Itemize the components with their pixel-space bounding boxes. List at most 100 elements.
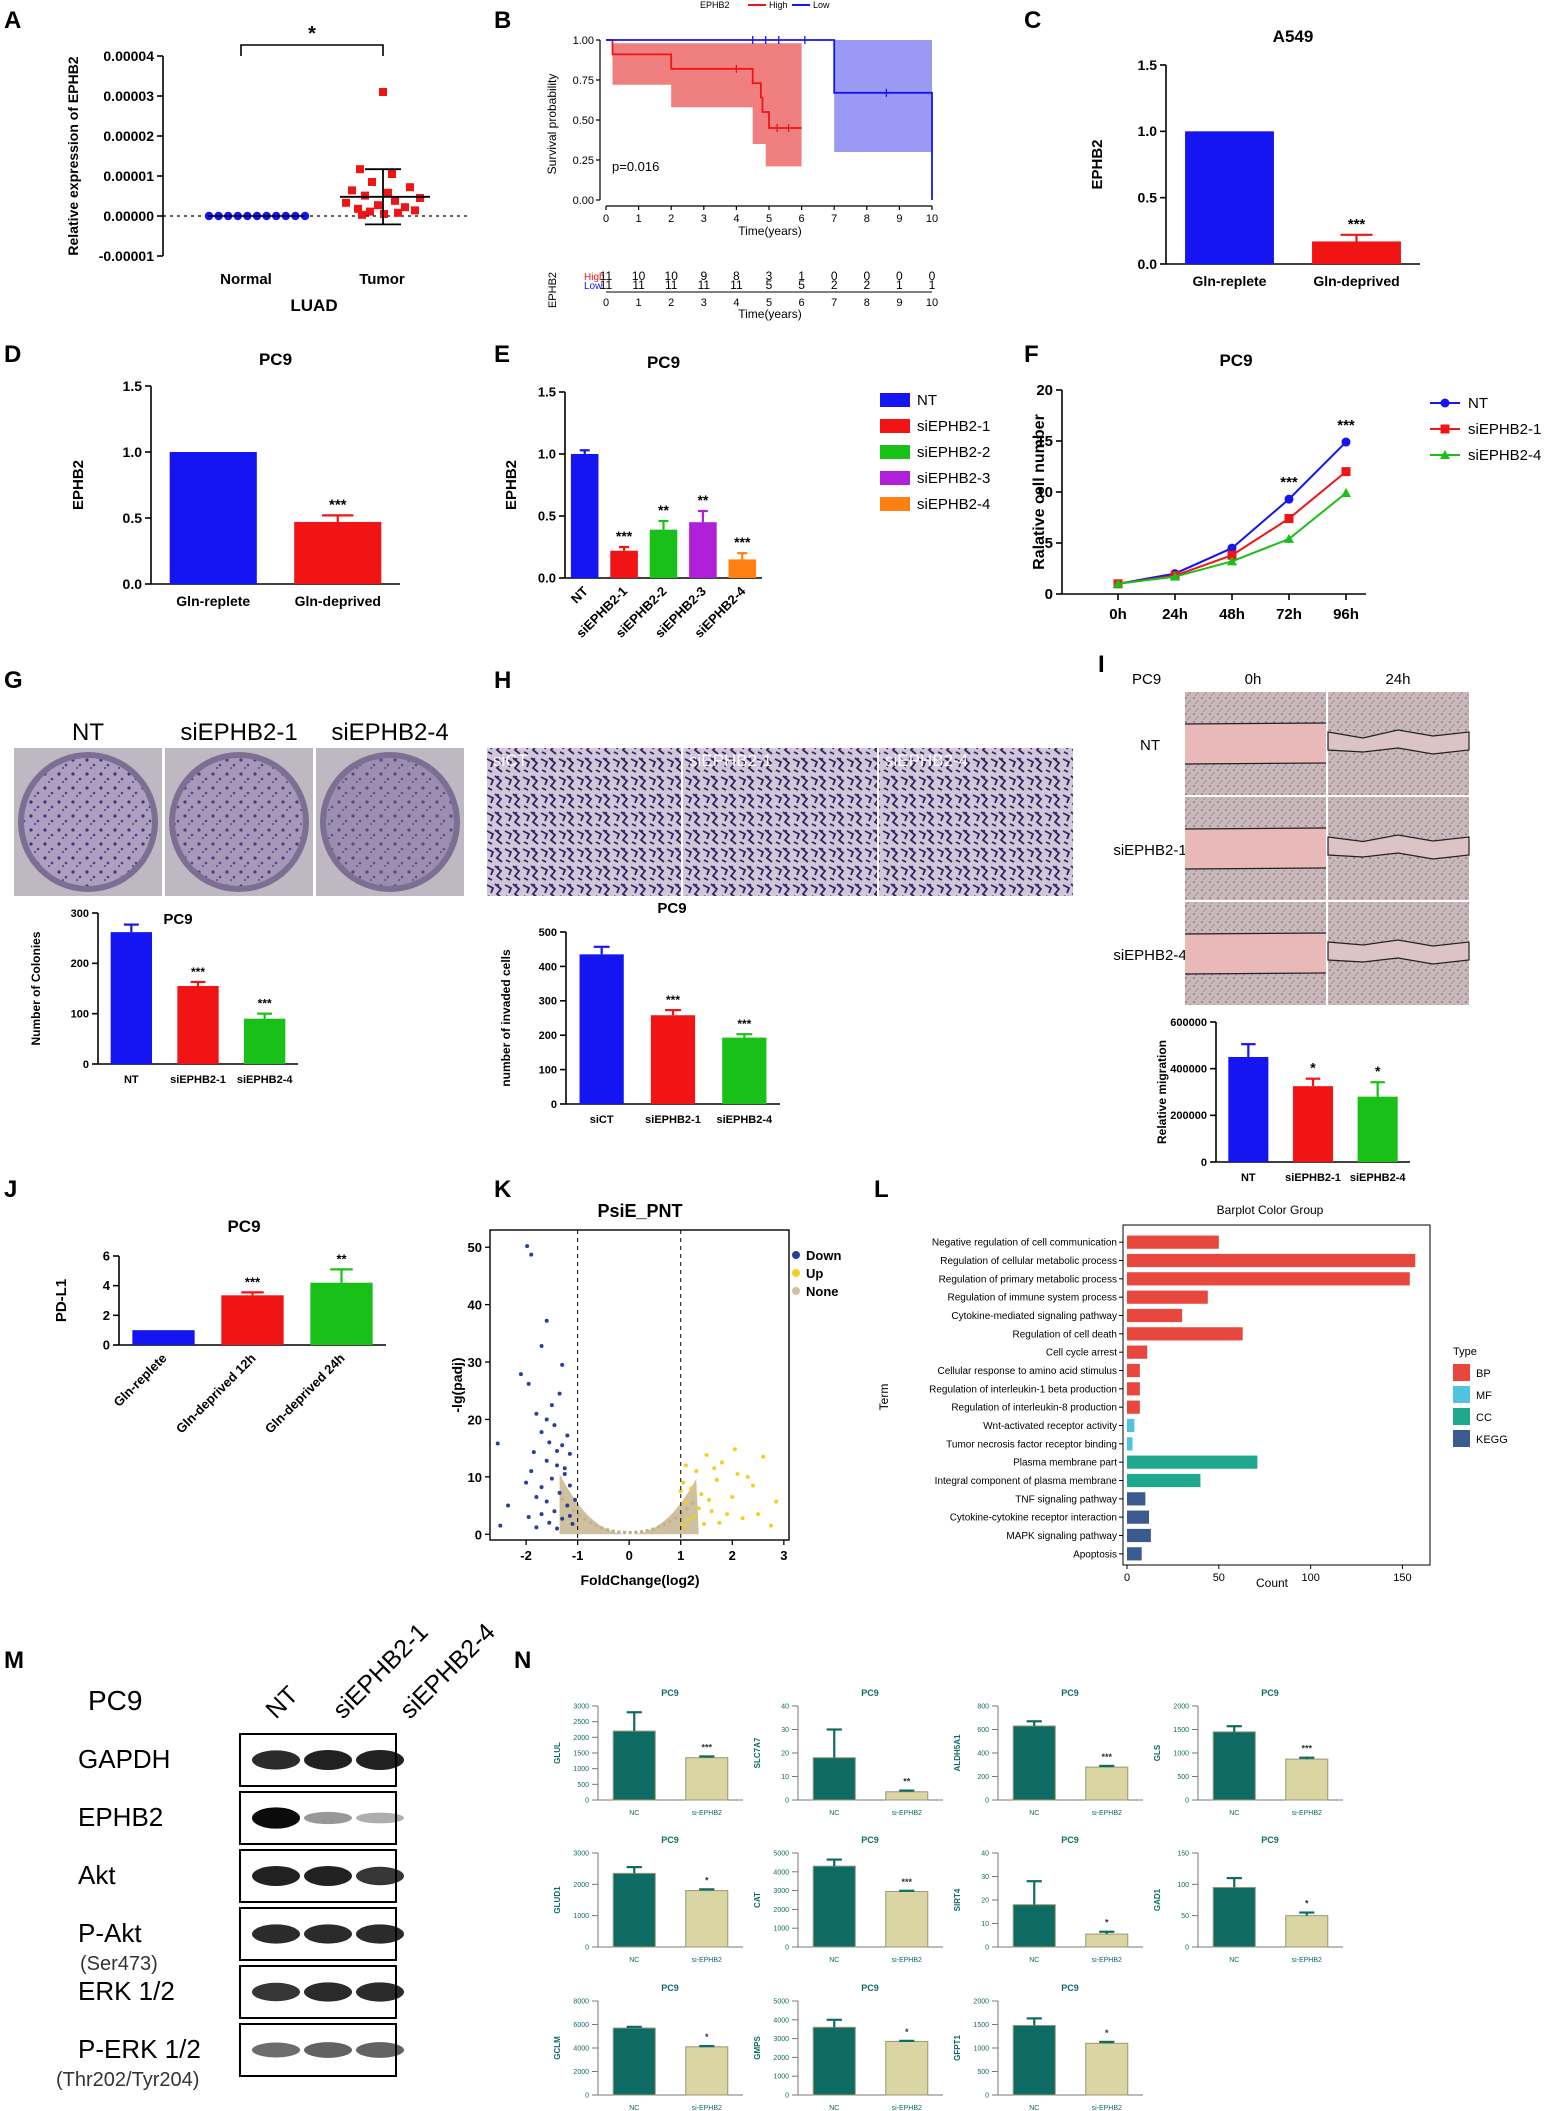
data-point — [1284, 494, 1294, 504]
x-tick-label: siCT — [590, 1114, 614, 1126]
bar — [1228, 1057, 1269, 1162]
up-point — [681, 1480, 686, 1485]
x-tick-label: Normal — [220, 271, 272, 288]
y-tick-label: 8000 — [573, 1998, 589, 2005]
significance-label: * — [705, 2032, 709, 2042]
down-point — [557, 1391, 562, 1396]
risk-count: 0 — [929, 269, 936, 283]
significance-label: *** — [245, 1274, 261, 1289]
risk-count: 5 — [798, 278, 805, 292]
y-tick-label: 1000 — [973, 2045, 989, 2052]
protein-band — [356, 2042, 404, 2058]
x-tick-label: Gln-deprived — [295, 593, 381, 609]
down-point — [524, 1480, 529, 1485]
bar — [610, 550, 638, 578]
data-point — [1113, 578, 1123, 588]
row-label: NT — [1140, 737, 1160, 754]
legend-label: Down — [806, 1248, 841, 1263]
blot-label: EPHB2 — [78, 1802, 163, 1832]
risk-count: 0 — [896, 269, 903, 283]
legend-label: siEPHB2-4 — [1468, 447, 1541, 464]
term-label: Cell cycle arrest — [1046, 1348, 1117, 1359]
x-axis-label: Time(years) — [738, 224, 802, 238]
panel-letter: I — [1098, 651, 1105, 678]
blot-label: P-Akt — [78, 1918, 142, 1948]
bar — [812, 2026, 856, 2096]
down-point — [560, 1443, 565, 1448]
y-tick-label: 1.0 — [538, 447, 556, 462]
blot-sublabel: (Ser473) — [80, 1953, 158, 1975]
y-tick-label: 300 — [71, 908, 89, 920]
down-point — [557, 1490, 562, 1495]
x-tick-label: -2 — [520, 1548, 532, 1563]
image-label: siEPHB2-1 — [689, 751, 772, 770]
y-tick-label: 3000 — [773, 2036, 789, 2043]
n-subchart: 0 500 1000 1500 2000 NC * si-EPHB2 GFPT1 PC9 — [953, 1983, 1143, 2111]
x-tick-label: 50 — [1213, 1572, 1225, 1584]
y-tick-label: 40 — [981, 1850, 989, 1857]
down-point — [539, 1512, 544, 1517]
down-point — [531, 1450, 536, 1455]
bar — [1127, 1400, 1140, 1414]
significance-label: *** — [1337, 417, 1355, 434]
x-tick-label: NC — [1229, 1810, 1239, 1817]
x-tick-label: 10 — [926, 213, 938, 225]
n-subchart: 0 200 400 600 800 NC *** si-EPHB2 ALDH5A1 PC9 — [953, 1688, 1143, 1817]
x-tick-label: 8 — [864, 213, 870, 225]
none-point — [679, 1511, 684, 1516]
up-point — [707, 1497, 712, 1502]
down-point — [544, 1417, 549, 1422]
legend-swatch — [1453, 1408, 1470, 1425]
y-tick-label: 40 — [468, 1298, 482, 1313]
legend-marker — [1440, 424, 1450, 434]
panel-n: N050010001500200025003000NC***si-EPHB2GL… — [514, 1647, 1343, 2111]
panel-c: C 0.0 0.5 1.0 1.5 Gln-replete *** Gln-deprived E… — [1024, 7, 1420, 289]
data-point — [1227, 550, 1237, 560]
up-point — [686, 1517, 691, 1522]
down-point — [539, 1485, 544, 1490]
y-tick-label: 2000 — [973, 1998, 989, 2005]
bar — [1085, 1766, 1129, 1801]
risk-x-tick-label: 2 — [668, 297, 674, 309]
n-subchart: 0 1000 2000 3000 NC * si-EPHB2 GLUD1 PC9 — [553, 1835, 743, 1964]
x-tick-label: NC — [629, 2105, 639, 2111]
x-tick-label: si-EPHB2 — [892, 1810, 922, 1817]
x-tick-label: 2 — [729, 1548, 736, 1563]
low-survival-curve — [606, 39, 933, 200]
n-subchart: 0 2000 4000 6000 8000 NC * si-EPHB2 GCLM PC9 — [553, 1983, 743, 2111]
y-tick-label: 0.5 — [1138, 190, 1158, 206]
none-point — [668, 1519, 672, 1524]
none-point — [662, 1522, 667, 1527]
down-point — [567, 1451, 572, 1456]
y-tick-label: 2000 — [573, 1735, 589, 1742]
y-tick-label: 3000 — [573, 1850, 589, 1857]
y-tick-label: 500 — [977, 2069, 989, 2076]
tumor-point — [358, 210, 366, 219]
y-tick-label: 500 — [539, 927, 557, 939]
scratch-gap — [1185, 934, 1326, 974]
significance-label: * — [1305, 1899, 1309, 1909]
y-tick-label: 0.5 — [123, 510, 143, 526]
legend-swatch — [1453, 1386, 1470, 1403]
x-tick-label: NC — [629, 1957, 639, 1964]
risk-x-tick-label: 10 — [926, 297, 938, 309]
bar — [685, 1757, 729, 1801]
significance-label: ** — [658, 502, 669, 518]
y-tick-label: 2000 — [573, 2069, 589, 2076]
y-tick-label: -0.00001 — [99, 248, 154, 264]
bar — [1012, 1904, 1056, 1948]
y-axis-label: Relative expression of EPHB2 — [65, 56, 81, 255]
down-point — [547, 1520, 552, 1525]
none-points-cloud — [559, 1473, 699, 1535]
down-point — [544, 1318, 549, 1323]
term-label: Regulation of cell death — [1012, 1329, 1117, 1340]
y-tick-label: 0 — [1185, 1797, 1189, 1804]
protein-band — [252, 1982, 300, 2002]
x-tick-label: NC — [629, 1810, 639, 1817]
protein-band — [304, 1982, 352, 2002]
risk-count: 0 — [831, 269, 838, 283]
chart-title: PC9 — [661, 1983, 679, 1993]
y-tick-label: 0.00003 — [103, 88, 154, 104]
y-tick-label: 10 — [468, 1470, 482, 1485]
up-point — [717, 1520, 722, 1525]
